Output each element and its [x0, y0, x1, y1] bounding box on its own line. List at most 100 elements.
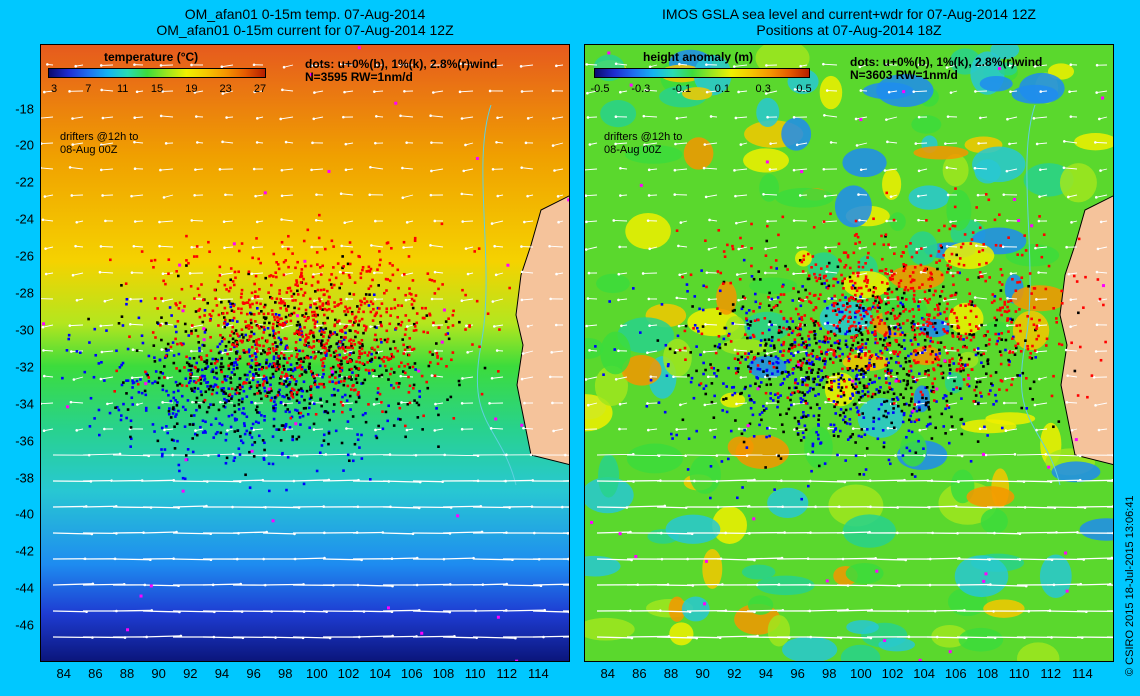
y-tick-label: -36 [15, 433, 34, 449]
right-drifters-note: drifters @12h to 08-Aug 00Z [604, 131, 682, 157]
x-tick-label: 88 [663, 666, 679, 681]
y-tick-label: -40 [15, 506, 34, 522]
x-tick-label: 90 [151, 666, 166, 681]
x-tick-label: 86 [632, 666, 647, 681]
colorbar-tick-label: 15 [150, 83, 164, 95]
right-dots-line1: dots: u+0%(b), 1%(k), 2.8%(r)wind [850, 55, 1043, 69]
left-colorbar-ticks: 3 7 11 15 19 23 27 [48, 83, 266, 97]
x-tick-label: 106 [400, 666, 423, 681]
colorbar-tick-label: 0.5 [796, 83, 812, 95]
x-tick-label: 102 [337, 666, 360, 681]
colorbar-tick-label: 0.3 [755, 83, 771, 95]
colorbar-tick-label: 3 [50, 83, 58, 95]
y-tick-label: -24 [15, 211, 34, 227]
right-drifters-line1: drifters @12h to [604, 131, 683, 143]
magenta-drifter-dots [42, 46, 569, 661]
left-dots-note: dots: u+0%(b), 1%(k), 2.8%(r)wind N=3595… [305, 58, 497, 84]
x-tick-label: 106 [944, 666, 967, 681]
x-tick-label: 96 [790, 666, 805, 681]
y-tick-label: -42 [15, 543, 34, 559]
red-drifter-dots [675, 187, 1107, 422]
x-tick-label: 84 [600, 666, 615, 681]
right-title-line2: Positions at 07-Aug-2014 18Z [756, 22, 942, 38]
colorbar-tick-label: 23 [219, 83, 232, 95]
colorbar-tick-label: 11 [116, 83, 129, 95]
left-dots-line1: dots: u+0%(b), 1%(k), 2.8%(r)wind [305, 57, 498, 71]
y-tick-label: -34 [15, 396, 34, 412]
x-tick-label: 86 [88, 666, 103, 681]
magenta-drifter-dots [590, 51, 1105, 661]
x-tick-label: 104 [369, 666, 391, 681]
left-drifters-line2: 08-Aug 00Z [60, 144, 118, 156]
red-drifter-dots [109, 213, 511, 431]
y-tick-label: -28 [15, 285, 34, 301]
right-dots-line2: N=3603 RW=1nm/d [850, 68, 958, 82]
left-colorbar-title: temperature (°C) [104, 50, 199, 64]
y-tick-label: -32 [15, 359, 34, 375]
x-tick-label: 90 [695, 666, 710, 681]
left-title: OM_afan01 0-15m temp. 07-Aug-2014 OM_afa… [40, 6, 570, 38]
y-tick-label: -44 [15, 580, 34, 596]
copyright-text: © CSIRO 2015 18-Jul-2015 13:06:41 [1124, 495, 1136, 676]
colorbar-tick-label: -0.1 [672, 83, 692, 95]
australia-land [515, 195, 569, 466]
left-y-axis: -18 -20 -22 -24 -26 -28 -30 -32 -34 -36 -38 -40 -42 -… [2, 44, 38, 662]
black-drifter-dots [87, 255, 487, 477]
y-tick-label: -22 [15, 174, 34, 190]
x-tick-label: 92 [183, 666, 198, 681]
x-tick-label: 110 [1008, 666, 1030, 681]
x-tick-label: 100 [306, 666, 328, 681]
x-tick-label: 104 [913, 666, 935, 681]
colorbar-tick-label: 19 [185, 83, 198, 95]
x-tick-label: 112 [496, 666, 518, 681]
x-tick-label: 88 [119, 666, 135, 681]
y-tick-label: -20 [15, 137, 34, 153]
right-title: IMOS GSLA sea level and current+wdr for … [584, 6, 1114, 38]
x-tick-label: 84 [56, 666, 71, 681]
x-tick-label: 100 [850, 666, 872, 681]
colorbar-tick-label: -0.3 [631, 83, 651, 95]
right-x-axis: 84 86 88 90 92 94 96 98 100 102 104 106 108 110 112 114 [584, 666, 1114, 686]
x-tick-label: 98 [821, 666, 837, 681]
x-tick-label: 114 [1071, 666, 1093, 681]
left-drifters-line1: drifters @12h to [60, 131, 139, 143]
right-colorbar-title: height anomaly (m) [643, 50, 754, 64]
colorbar-tick-label: 7 [85, 83, 92, 95]
isobath-line [476, 104, 517, 486]
x-tick-label: 108 [976, 666, 999, 681]
colorbar-tick-label: -0.5 [590, 83, 610, 95]
left-dots-line2: N=3595 RW=1nm/d [305, 70, 413, 84]
left-x-axis: 84 86 88 90 92 94 96 98 100 102 104 106 108 110 112 114 [40, 666, 570, 686]
x-tick-label: 92 [727, 666, 742, 681]
x-tick-label: 112 [1040, 666, 1062, 681]
isobath-line [1020, 104, 1061, 486]
y-tick-label: -38 [15, 470, 34, 486]
right-title-line1: IMOS GSLA sea level and current+wdr for … [662, 6, 1036, 22]
right-dots-note: dots: u+0%(b), 1%(k), 2.8%(r)wind N=3603… [850, 56, 1042, 82]
x-tick-label: 96 [246, 666, 261, 681]
y-tick-label: -18 [15, 101, 34, 117]
left-title-line2: OM_afan01 0-15m current for 07-Aug-2014 … [156, 22, 454, 38]
y-tick-label: -30 [15, 322, 34, 338]
blue-drifter-dots [594, 258, 1037, 501]
colorbar-tick-label: 27 [253, 83, 267, 95]
x-tick-label: 94 [758, 666, 774, 681]
x-tick-label: 102 [881, 666, 904, 681]
current-vectors [585, 62, 1113, 640]
temperature-field [41, 45, 569, 661]
right-drifters-line2: 08-Aug 00Z [604, 144, 662, 156]
left-temperature-map[interactable] [40, 44, 570, 662]
y-tick-label: -46 [15, 617, 34, 633]
x-tick-label: 108 [432, 666, 455, 681]
y-tick-label: -26 [15, 248, 34, 264]
x-tick-label: 98 [277, 666, 293, 681]
right-colorbar-ticks: -0.5 -0.3 -0.1 0.1 0.3 0.5 [590, 83, 812, 97]
right-colorbar [594, 68, 810, 78]
x-tick-label: 114 [527, 666, 549, 681]
x-tick-label: 94 [214, 666, 230, 681]
colorbar-tick-label: 0.1 [714, 83, 731, 95]
left-colorbar [48, 68, 266, 78]
x-tick-label: 110 [464, 666, 486, 681]
left-title-line1: OM_afan01 0-15m temp. 07-Aug-2014 [184, 6, 426, 22]
australia-land [1059, 195, 1113, 466]
